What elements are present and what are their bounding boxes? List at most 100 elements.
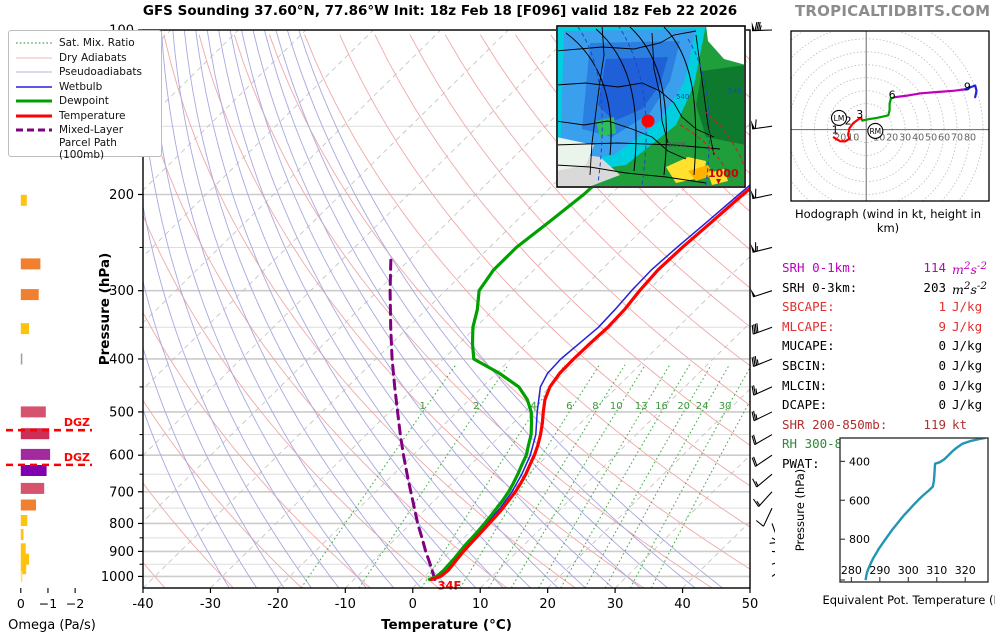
hodograph-ring-label: 20 [886,133,898,144]
wind-barb [751,323,773,335]
wind-barb [751,385,773,396]
legend-label: Temperature [59,109,126,122]
omega-bar [20,323,29,335]
omega-bar [20,570,23,582]
hodograph-height-label: 1 [832,123,839,136]
parameter-row: SRH 0-3km: 203 m2s-2 [782,280,997,300]
omega-tick-label: −2 [66,596,84,611]
x-tick-label: 30 [607,597,624,612]
parameter-value: 119 [923,416,946,432]
omega-bar [20,563,27,575]
parameter-unit: m2s-2 [952,279,988,297]
omega-bar [20,353,23,365]
skewt-gridlines: 1 2 4 6 8 10 13 16 20 24 30 [143,30,750,588]
wind-barb [771,562,775,565]
legend-swatch-2 [15,66,53,78]
site-branding: TROPICALTIDBITS.COM [795,2,991,20]
parameters-table: SRH 0-1km: 114 m2s-2 SRH 0-3km: 203 m2s-2 SBCA… [782,230,997,491]
omega-bar [20,258,41,270]
mixing-ratio-label: 10 [610,401,623,412]
parameter-value: 203 [923,279,946,295]
thetae-panel: 280 290 300 310 320 400 600 800 Equivalent Pot. … [788,430,995,630]
thetae-y-tick: 600 [849,494,870,507]
skewt-panel: 1 2 4 6 8 10 13 16 20 24 30 34F -40 -30 -20 -10 0 10 20 30 4… [95,22,775,636]
omega-tick-label: 0 [17,596,25,611]
map-contour-label: 540 [676,93,689,101]
wind-barb [751,410,773,422]
thetae-axes: 280 290 300 310 320 400 600 800 Equivalent Pot. … [793,455,995,607]
wind-barb [750,188,773,200]
legend-item: Mixed-Layer Parcel Path (100mb) [15,123,155,161]
hodograph-ring-label: 20 [834,133,846,144]
y-tick-label: 700 [109,485,134,500]
omega-bar [20,482,45,494]
legend-label: Sat. Mix. Ratio [59,37,135,50]
mixing-ratio-label: 2 [473,401,479,412]
hodograph-height-label: 6 [889,88,896,101]
hodograph-ring-label: 40 [912,133,924,144]
legend-swatch-0 [15,37,53,49]
legend-item: Dry Adiabats [15,51,155,66]
map-frame [556,25,746,188]
omega-bar [20,289,39,301]
wind-barb [751,22,773,32]
parameter-row: MLCIN: 0 J/kg [782,378,997,398]
inset-map[interactable]: 540 540 1008 1000 [556,25,746,188]
wind-barb [771,537,775,541]
sounding-location-marker[interactable] [641,114,655,128]
map-contour-label: 1008 [668,141,686,149]
parameter-label: MLCIN: [782,377,828,393]
x-axis-label: Temperature (°C) [381,617,512,633]
y-tick-label: 900 [109,545,134,560]
parameter-value: 0 [938,357,946,373]
map-contour-label: 540 [728,87,741,95]
thetae-x-tick: 300 [898,564,919,577]
thetae-x-label: Equivalent Pot. Temperature (K) [822,593,995,607]
map-contents: 540 540 1008 1000 [558,27,744,186]
x-tick-label: -40 [132,597,153,612]
hodograph-ring-label: 50 [925,133,937,144]
legend-label: Pseudoadiabats [59,66,142,79]
wind-barb [750,119,773,130]
hodograph-trace [861,96,896,122]
storm-motion-marker [867,122,884,139]
legend-item: Wetbulb [15,80,155,95]
thetae-x-tick: 310 [926,564,947,577]
omega-tick-label: −1 [39,596,57,611]
parameter-unit: J/kg [952,377,983,393]
wind-barb [752,491,773,507]
hodograph-trace [963,84,978,99]
y-tick-label: 600 [109,449,134,464]
legend-swatch-4 [15,95,53,107]
omega-bar [20,515,28,526]
wind-barb [769,523,775,544]
wind-barb [771,550,775,553]
x-tick-label: 50 [742,597,759,612]
parameter-row: SHR 200-850mb: 119 kt [782,417,997,437]
dgz-label: DGZ [64,451,90,464]
hodograph-caption: Hodograph (wind in kt, height in km) [794,207,982,235]
storm-motion-marker [830,109,848,126]
omega-bar [20,406,46,418]
temperature-trace [430,186,750,582]
parameter-label: DCAPE: [782,397,828,413]
hodograph-frame [790,30,990,202]
wind-barb [771,573,775,577]
omega-bar [20,448,51,460]
wind-barb [752,473,773,488]
parameter-label: SBCAPE: [782,299,835,315]
map-isobar-label: 1000 [708,167,739,180]
parameter-value: 114 [923,260,946,275]
parameter-label: SRH 0-3km: [782,279,858,295]
legend-label: Dewpoint [59,95,109,108]
hodograph-height-label: 3 [856,108,863,121]
parameter-unit: m2s-2 [952,260,988,278]
parameter-unit: J/kg [952,397,983,413]
hodograph-ring-label: 60 [938,133,950,144]
thetae-x-tick: 280 [841,564,862,577]
parameter-label: PWAT: [782,455,820,471]
parameter-value: 0 [938,338,946,354]
omega-bar [20,529,24,540]
omega-bar [20,499,36,511]
page-title: GFS Sounding 37.60°N, 77.86°W Init: 18z … [143,3,737,19]
